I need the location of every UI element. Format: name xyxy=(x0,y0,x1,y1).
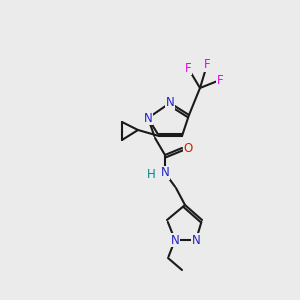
Text: N: N xyxy=(166,97,174,110)
Text: O: O xyxy=(183,142,193,154)
Text: F: F xyxy=(185,61,191,74)
Text: N: N xyxy=(192,233,200,247)
Text: F: F xyxy=(217,74,223,86)
Text: F: F xyxy=(204,58,210,71)
Text: N: N xyxy=(171,233,179,247)
Text: N: N xyxy=(144,112,152,124)
Text: N: N xyxy=(160,167,169,179)
Text: H: H xyxy=(147,169,155,182)
